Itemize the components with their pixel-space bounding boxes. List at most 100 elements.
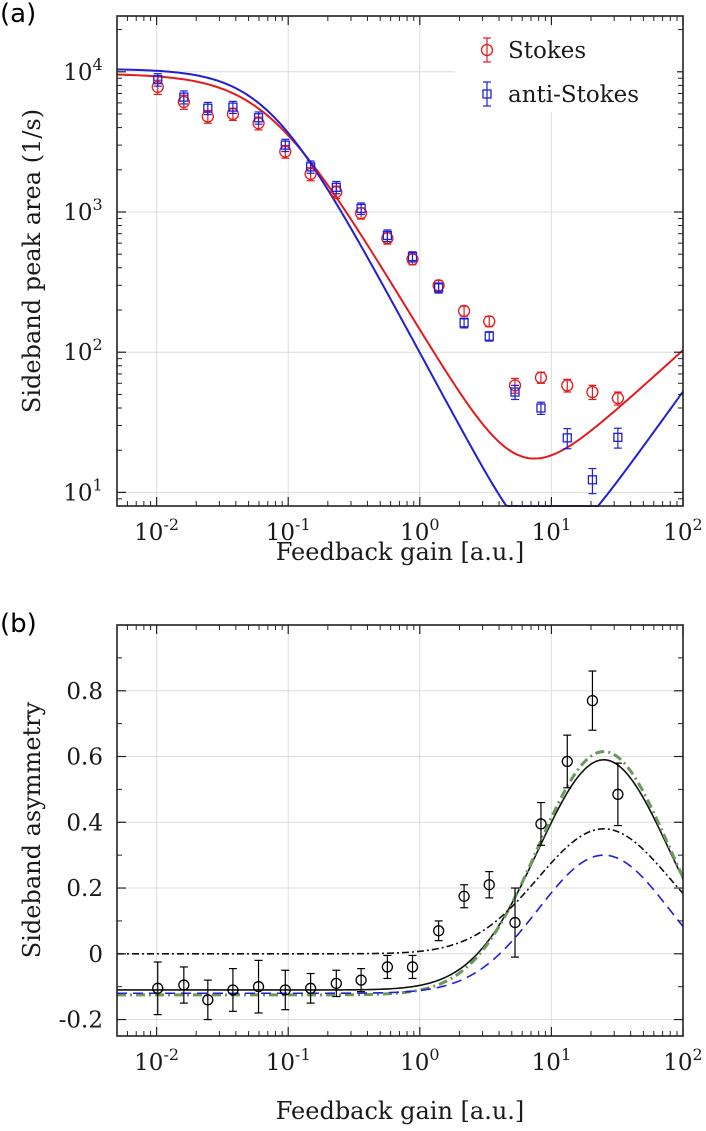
b-ytick-label-1: 0 (88, 942, 103, 968)
a-ytick-label-1-text: 102 (63, 335, 102, 366)
a-point-anti-stokes-10 (407, 252, 418, 262)
a-point-anti-stokes-12 (459, 318, 469, 328)
b-point-8 (355, 974, 367, 986)
b-point-3 (227, 984, 239, 996)
b-ytick-label-0: -0.2 (59, 1008, 103, 1034)
b-point-16 (561, 755, 573, 768)
a-xtick-label-2-base: 10 (400, 520, 429, 546)
a-xtick-label-4-text: 102 (663, 515, 702, 546)
a-ytick-label-3-base: 10 (63, 60, 92, 86)
a-xtick-label-4-base: 10 (663, 520, 692, 546)
b-xtick-label-4: 102 (663, 1045, 702, 1076)
a-xtick-label-0-exponent: -2 (163, 515, 179, 534)
a-xtick-label-4-exponent: 2 (693, 515, 703, 534)
b-xtick-label-4-text: 102 (663, 1045, 702, 1076)
b-xtick-label-0-base: 10 (134, 1050, 163, 1076)
a-ytick-label-3-exponent: 4 (93, 55, 103, 74)
panel-b: (b) 10-2 10-1 100 101 102-0.200.20.40.60.8 F… (0, 609, 703, 1125)
b-ytick-label-3: 0.4 (66, 810, 103, 836)
plot-b-ticks: 10-2 10-1 100 101 102-0.200.20.40.60.8 (59, 625, 703, 1076)
a-xtick-label-3: 101 (532, 515, 571, 546)
b-xtick-label-1: 10-1 (266, 1045, 311, 1076)
a-ytick-label-0-exponent: 1 (93, 475, 103, 494)
plot-b-content (117, 670, 685, 1021)
a-point-anti-stokes-9 (382, 230, 393, 241)
a-ytick-label-2-text: 103 (63, 195, 102, 226)
b-point-2 (202, 994, 214, 1006)
a-ytick-label-0: 101 (63, 475, 102, 506)
a-point-anti-stokes-18 (613, 432, 623, 443)
b-xtick-label-2: 100 (400, 1045, 439, 1076)
a-point-anti-stokes-1 (179, 92, 189, 102)
b-xtick-label-1-text: 10-1 (266, 1045, 311, 1076)
a-point-anti-stokes-14 (510, 387, 520, 397)
panel-a-label: (a) (0, 0, 36, 29)
b-point-15 (535, 818, 547, 830)
a-xtick-label-3-text: 101 (532, 515, 571, 546)
b-point-9 (381, 961, 394, 973)
b-point-10 (406, 961, 419, 973)
a-xtick-label-0: 10-2 (134, 515, 179, 546)
b-point-5 (279, 984, 291, 996)
b-xtick-label-3-text: 101 (532, 1045, 571, 1076)
a-ytick-label-2-base: 10 (63, 200, 92, 226)
b-point-11 (432, 925, 445, 937)
plot-a-frame (116, 15, 684, 507)
b-point-13 (483, 879, 495, 891)
legend-entry-anti-stokes: anti-Stokes (482, 81, 639, 108)
a-ytick-label-3: 104 (63, 55, 102, 86)
b-point-14 (509, 916, 521, 929)
a-xtick-label-4: 102 (663, 515, 702, 546)
a-ytick-label-2-exponent: 3 (93, 195, 103, 214)
b-ytick-label-2: 0.2 (66, 876, 103, 902)
a-point-anti-stokes-6 (305, 162, 316, 172)
a-ytick-label-0-base: 10 (63, 480, 92, 506)
a-point-anti-stokes-0 (153, 74, 163, 85)
legend-anti-stokes-label: anti-Stokes (508, 82, 639, 108)
b-point-18 (612, 788, 624, 800)
b-xtick-label-4-base: 10 (663, 1050, 692, 1076)
b-xtick-label-3-base: 10 (532, 1050, 561, 1076)
legend-anti-stokes-marker (482, 89, 492, 99)
a-point-anti-stokes-15 (536, 403, 546, 413)
b-ytick-label-4: 0.6 (66, 745, 103, 771)
a-fit-curve-0 (116, 73, 684, 460)
a-point-stokes-15 (534, 371, 548, 384)
a-xtick-label-0-base: 10 (134, 520, 163, 546)
a-point-anti-stokes-3 (228, 102, 238, 112)
b-point-6 (304, 982, 317, 994)
plot-a-legend: Stokes anti-Stokes (455, 28, 677, 112)
b-xtick-label-3-exponent: 1 (561, 1045, 571, 1064)
a-point-stokes-13 (483, 315, 496, 328)
b-xtick-label-4-exponent: 2 (693, 1045, 703, 1064)
a-point-anti-stokes-11 (433, 283, 444, 293)
panel-b-label: (b) (0, 609, 37, 639)
b-model-curve-0 (117, 759, 684, 991)
a-ytick-label-2: 103 (63, 195, 102, 226)
a-xtick-label-1-base: 10 (266, 520, 295, 546)
a-point-anti-stokes-4 (253, 113, 264, 123)
a-point-stokes-16 (561, 379, 574, 392)
b-xtick-label-2-exponent: 0 (429, 1045, 439, 1064)
b-xtick-label-0-exponent: -2 (163, 1045, 179, 1064)
a-xtick-label-2-text: 100 (400, 515, 439, 546)
legend-stokes-label: Stokes (508, 38, 586, 64)
a-ytick-label-3-text: 104 (63, 55, 102, 86)
plot-b-background (117, 625, 683, 1036)
plot-b-ylabel: Sideband asymmetry (18, 701, 46, 958)
b-xtick-label-0-text: 10-2 (134, 1045, 179, 1076)
legend-stokes-marker (480, 43, 494, 57)
a-point-stokes-12 (457, 304, 471, 318)
a-ytick-label-1: 102 (63, 335, 102, 366)
plot-b-grid (117, 625, 684, 1036)
b-xtick-label-2-text: 100 (400, 1045, 439, 1076)
b-xtick-label-1-exponent: -1 (295, 1045, 311, 1064)
a-ytick-label-0-text: 101 (63, 475, 102, 506)
a-xtick-label-3-base: 10 (532, 520, 561, 546)
plot-a-ylabel: Sideband peak area (1/s) (18, 109, 46, 413)
a-xtick-label-2: 100 (400, 515, 439, 546)
b-xtick-label-2-base: 10 (400, 1050, 429, 1076)
a-point-anti-stokes-7 (331, 182, 341, 192)
